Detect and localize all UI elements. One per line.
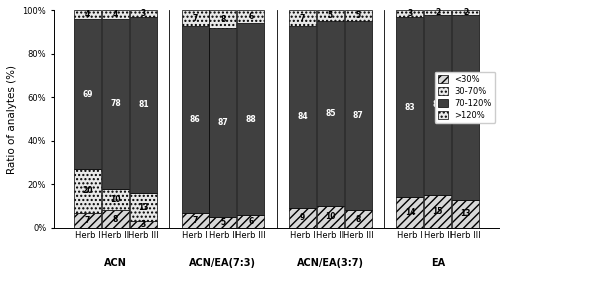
Bar bbox=[317, 21, 344, 206]
Bar bbox=[74, 19, 101, 169]
Text: 86: 86 bbox=[190, 114, 200, 124]
Bar bbox=[452, 15, 479, 199]
Text: 4: 4 bbox=[85, 10, 90, 19]
Bar bbox=[238, 215, 264, 228]
Text: 7: 7 bbox=[300, 13, 305, 22]
Legend: <30%, 30-70%, 70-120%, >120%: <30%, 30-70%, 70-120%, >120% bbox=[434, 72, 495, 123]
Bar bbox=[424, 11, 451, 15]
Text: 83: 83 bbox=[404, 103, 415, 112]
Text: 5: 5 bbox=[220, 218, 225, 227]
Text: EA: EA bbox=[431, 258, 445, 268]
Y-axis label: Ratio of analytes (%): Ratio of analytes (%) bbox=[7, 65, 17, 174]
Text: 87: 87 bbox=[353, 111, 364, 120]
Bar bbox=[424, 195, 451, 228]
Text: 2: 2 bbox=[463, 8, 468, 17]
Text: 84: 84 bbox=[297, 112, 308, 121]
Text: 14: 14 bbox=[404, 208, 415, 217]
Text: 85: 85 bbox=[460, 103, 471, 112]
Text: 88: 88 bbox=[245, 114, 256, 124]
Text: 7: 7 bbox=[85, 216, 90, 225]
Bar bbox=[102, 189, 129, 210]
Bar bbox=[102, 210, 129, 228]
Text: 15: 15 bbox=[432, 207, 443, 216]
Bar bbox=[181, 213, 208, 228]
Text: 9: 9 bbox=[300, 213, 305, 223]
Bar bbox=[238, 23, 264, 215]
Text: 6: 6 bbox=[248, 217, 253, 226]
Text: 20: 20 bbox=[82, 186, 93, 195]
Bar bbox=[102, 19, 129, 189]
Text: 5: 5 bbox=[328, 11, 333, 20]
Bar bbox=[317, 206, 344, 228]
Text: 10: 10 bbox=[325, 212, 336, 221]
Text: 7: 7 bbox=[192, 13, 198, 22]
Text: 3: 3 bbox=[141, 9, 146, 18]
Text: ACN: ACN bbox=[104, 258, 127, 268]
Bar bbox=[209, 217, 236, 228]
Text: 13: 13 bbox=[138, 203, 149, 212]
Text: 8: 8 bbox=[220, 15, 225, 24]
Bar bbox=[396, 11, 423, 17]
Bar bbox=[238, 11, 264, 23]
Bar bbox=[130, 11, 157, 17]
Text: 10: 10 bbox=[110, 195, 121, 204]
Bar bbox=[289, 11, 316, 26]
Bar bbox=[345, 210, 371, 228]
Text: 5: 5 bbox=[356, 11, 361, 20]
Text: 8: 8 bbox=[113, 215, 118, 224]
Bar bbox=[289, 208, 316, 228]
Text: 3: 3 bbox=[407, 9, 412, 18]
Text: 2: 2 bbox=[435, 8, 440, 17]
Text: 85: 85 bbox=[325, 109, 336, 118]
Bar bbox=[452, 199, 479, 228]
Text: ACN/EA(3:7): ACN/EA(3:7) bbox=[297, 258, 364, 268]
Bar bbox=[181, 11, 208, 26]
Bar bbox=[74, 213, 101, 228]
Text: 78: 78 bbox=[110, 99, 121, 108]
Text: 81: 81 bbox=[138, 100, 149, 110]
Bar bbox=[130, 221, 157, 228]
Bar bbox=[209, 11, 236, 28]
Text: 3: 3 bbox=[141, 220, 146, 229]
Text: 13: 13 bbox=[460, 209, 471, 218]
Bar bbox=[74, 11, 101, 19]
Text: 7: 7 bbox=[192, 216, 198, 225]
Bar bbox=[345, 21, 371, 210]
Bar bbox=[452, 11, 479, 15]
Bar bbox=[317, 11, 344, 21]
Text: ACN/EA(7:3): ACN/EA(7:3) bbox=[189, 258, 256, 268]
Bar bbox=[289, 26, 316, 208]
Bar bbox=[424, 15, 451, 195]
Bar bbox=[345, 11, 371, 21]
Text: 87: 87 bbox=[217, 118, 228, 127]
Bar bbox=[130, 17, 157, 193]
Bar bbox=[209, 28, 236, 217]
Text: 8: 8 bbox=[356, 215, 361, 224]
Text: 4: 4 bbox=[113, 10, 118, 19]
Bar bbox=[74, 169, 101, 213]
Text: 83: 83 bbox=[432, 100, 443, 110]
Bar bbox=[102, 11, 129, 19]
Text: 6: 6 bbox=[248, 13, 253, 22]
Text: 69: 69 bbox=[82, 90, 93, 99]
Bar bbox=[181, 26, 208, 213]
Bar bbox=[396, 197, 423, 228]
Bar bbox=[130, 193, 157, 221]
Bar bbox=[396, 17, 423, 197]
